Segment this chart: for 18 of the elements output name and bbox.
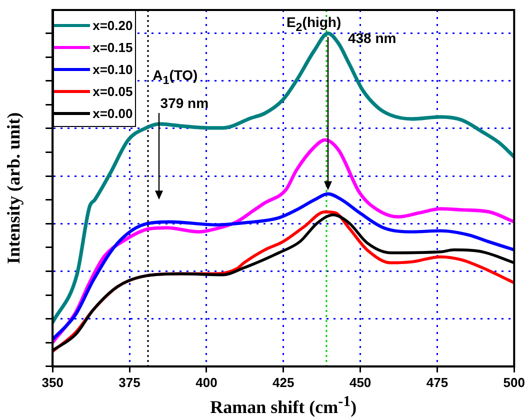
x-axis-title: Raman shift (cm$^{-1}$) <box>210 394 357 417</box>
x-tick-label: 400 <box>196 374 218 390</box>
x-tick-label: 350 <box>42 374 64 390</box>
x-tick-label: 375 <box>118 374 140 390</box>
annotation: E$_{2}$(high) <box>286 14 342 36</box>
annotation: 379 nm <box>160 95 209 112</box>
legend-label: x=0.20 <box>92 18 133 32</box>
x-tick-label: 475 <box>426 374 448 390</box>
y-axis-title: Intensity (arb. unit) <box>3 112 24 264</box>
x-tick-label: 450 <box>349 374 372 390</box>
legend-label: x=0.10 <box>92 62 133 76</box>
legend-label: x=0.15 <box>92 40 133 54</box>
x-tick-label: 425 <box>272 374 294 390</box>
x-tick-label: 500 <box>503 374 526 390</box>
legend-label: x=0.00 <box>92 106 133 120</box>
legend-label: x=0.05 <box>92 84 133 98</box>
annotation: 438 nm <box>348 30 396 46</box>
annotation: A$_{1}$(TO) <box>152 67 198 90</box>
